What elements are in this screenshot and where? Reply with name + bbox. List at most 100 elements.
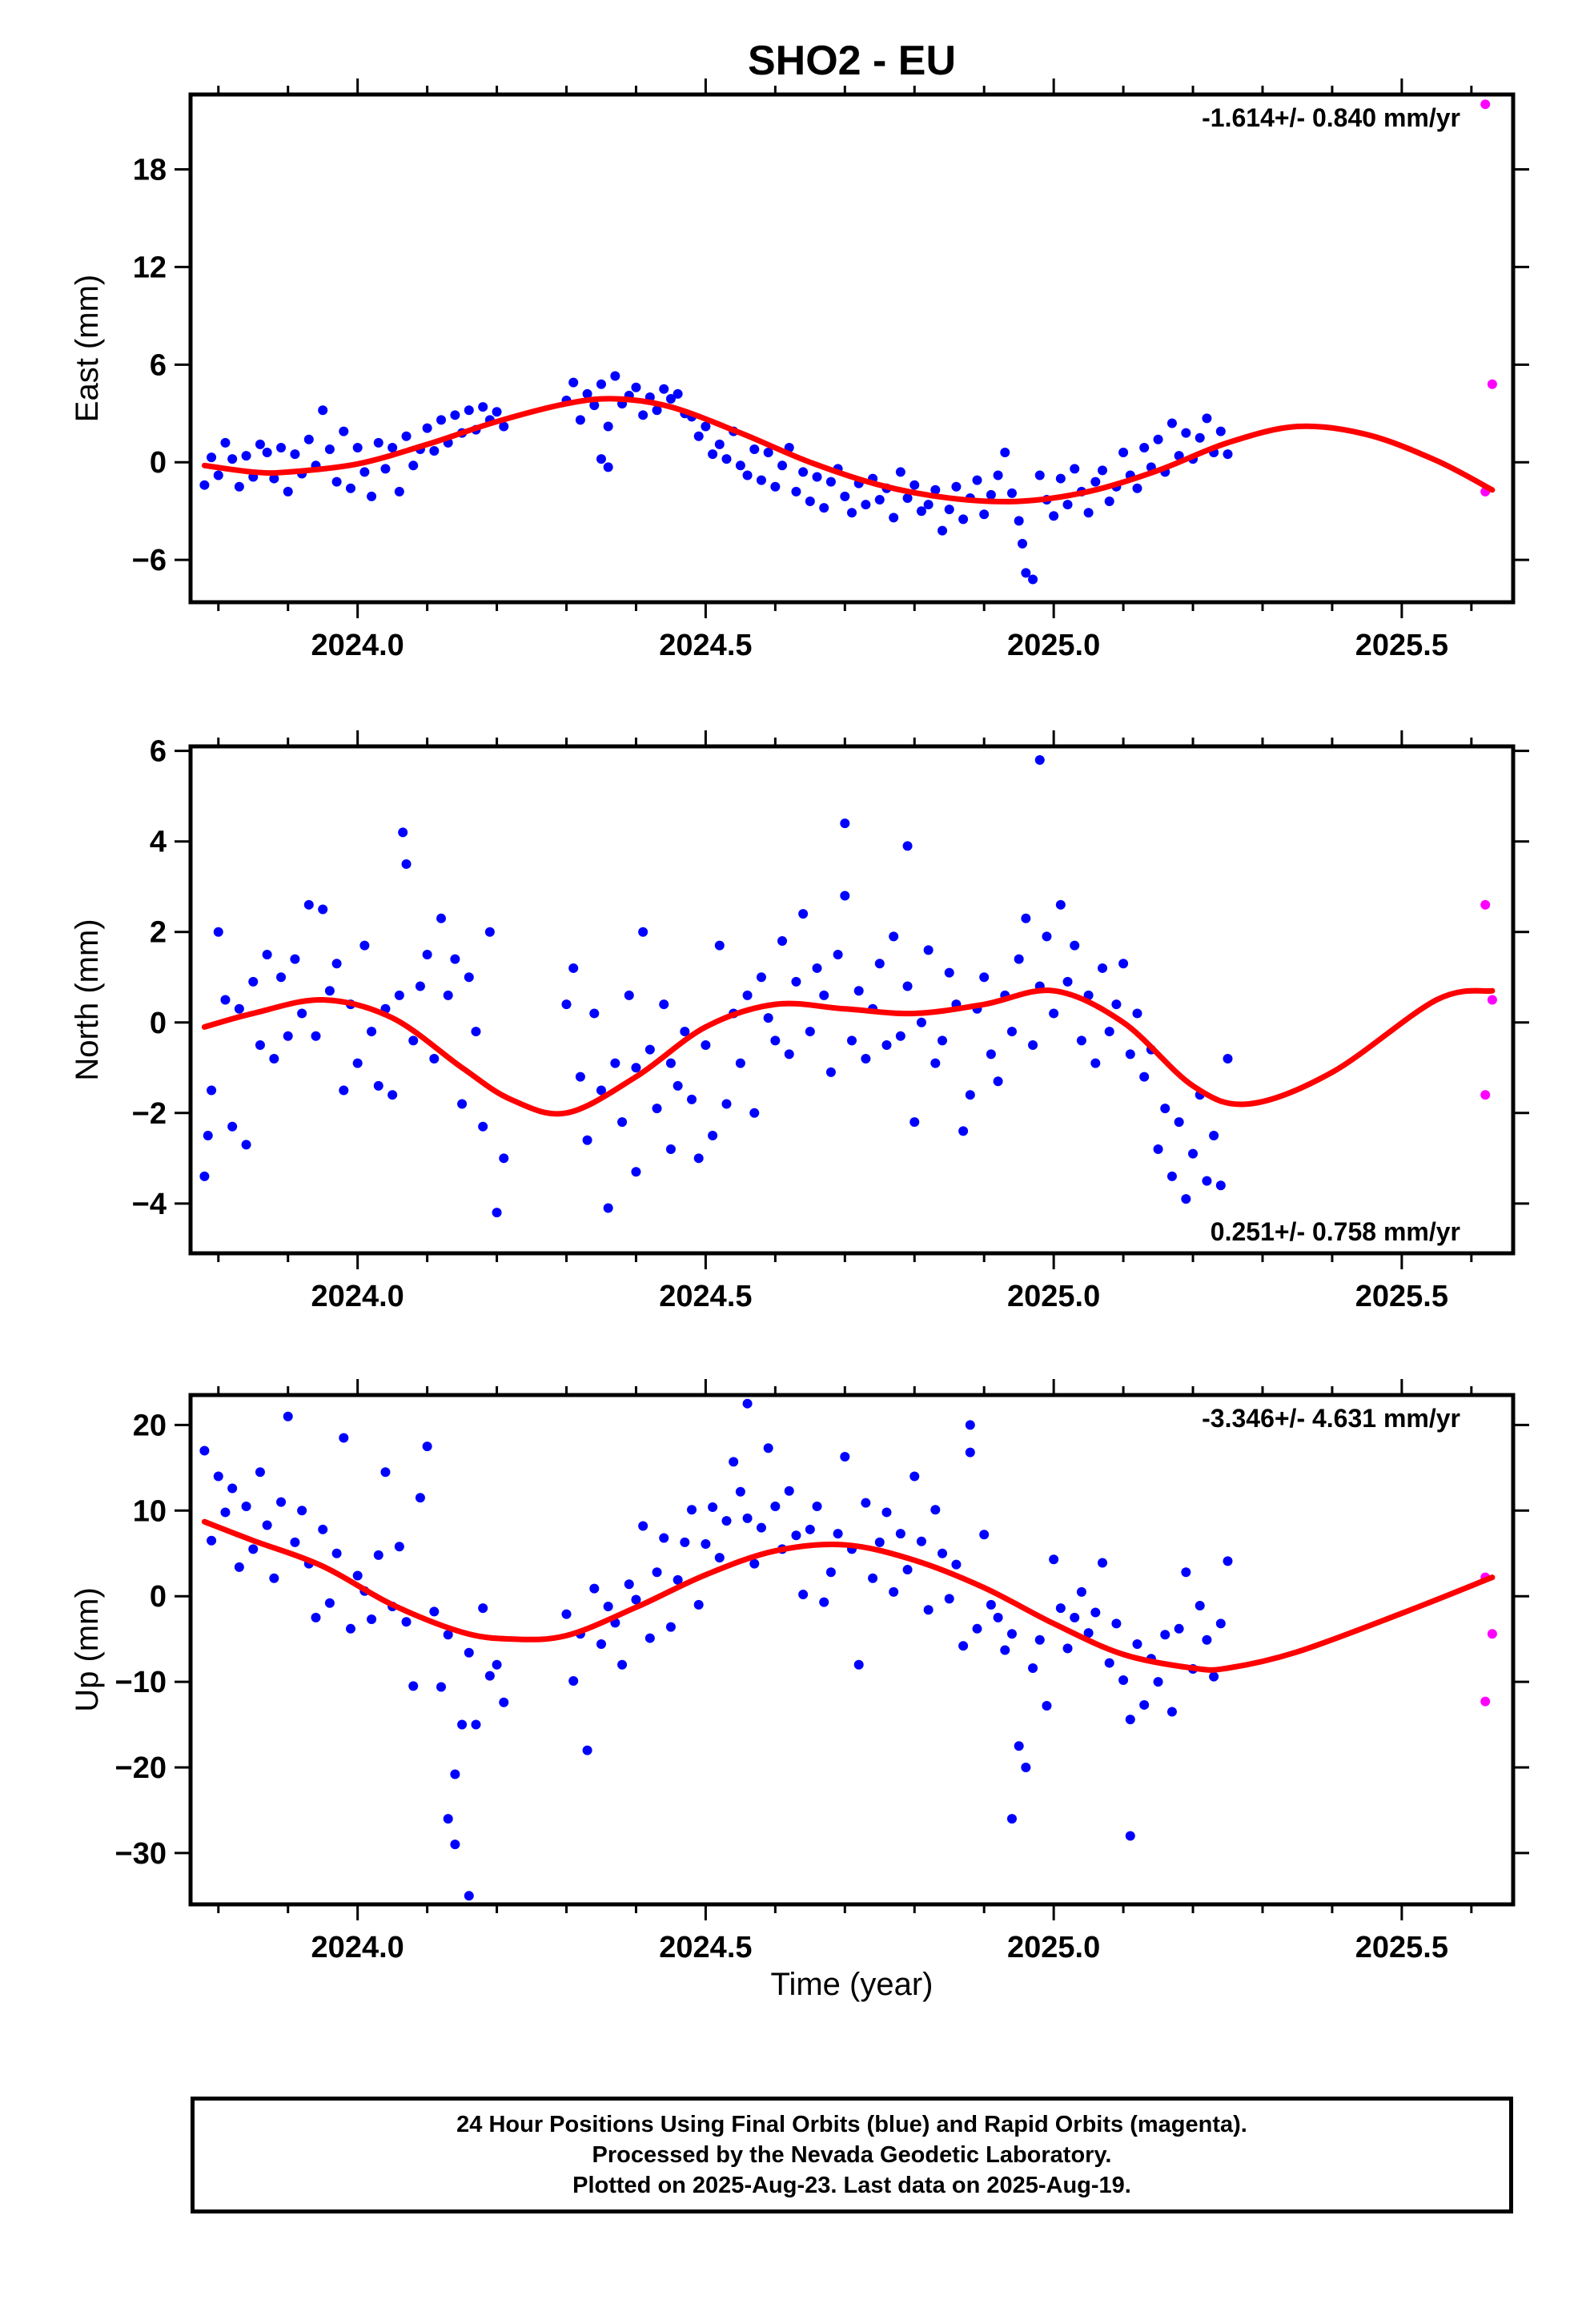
final-orbit-point bbox=[255, 1467, 265, 1478]
final-orbit-point bbox=[429, 446, 440, 456]
final-orbit-point bbox=[735, 1486, 745, 1497]
final-orbit-point bbox=[825, 1067, 836, 1077]
final-orbit-point bbox=[1006, 1629, 1017, 1639]
final-orbit-point bbox=[484, 927, 495, 937]
final-orbit-point bbox=[617, 1659, 628, 1670]
final-orbit-point bbox=[1202, 413, 1212, 424]
final-orbit-point bbox=[1090, 1607, 1101, 1618]
final-orbit-point bbox=[916, 1017, 926, 1027]
final-orbit-point bbox=[868, 1573, 878, 1583]
final-orbit-point bbox=[895, 1529, 905, 1539]
final-orbit-point bbox=[450, 1769, 460, 1779]
x-axis-label: Time (year) bbox=[771, 1967, 934, 2002]
final-orbit-point bbox=[742, 470, 753, 480]
final-orbit-point bbox=[993, 1612, 1003, 1622]
x-tick-label: 2025.0 bbox=[1007, 1931, 1100, 1964]
final-orbit-point bbox=[902, 493, 913, 503]
final-orbit-point bbox=[1076, 1586, 1086, 1597]
final-orbit-point bbox=[701, 421, 711, 432]
final-orbit-point bbox=[701, 1538, 711, 1549]
final-orbit-point bbox=[1070, 940, 1080, 951]
velocity-annotation: -3.346+/- 4.631 mm/yr bbox=[1202, 1404, 1460, 1433]
final-orbit-point bbox=[255, 439, 265, 449]
final-orbit-point bbox=[693, 431, 704, 441]
final-orbit-point bbox=[1125, 1715, 1135, 1725]
final-orbit-point bbox=[944, 1594, 954, 1604]
final-orbit-point bbox=[1223, 449, 1233, 460]
final-orbit-point bbox=[958, 1641, 969, 1651]
final-orbit-point bbox=[589, 1008, 600, 1019]
final-orbit-point bbox=[339, 1085, 349, 1096]
final-orbit-point bbox=[408, 1681, 419, 1691]
final-orbit-point bbox=[415, 981, 425, 991]
final-orbit-point bbox=[1104, 497, 1114, 507]
final-orbit-point bbox=[805, 497, 815, 507]
final-orbit-point bbox=[938, 525, 948, 536]
final-orbit-point bbox=[367, 491, 377, 501]
final-orbit-point bbox=[638, 410, 648, 420]
final-orbit-point bbox=[631, 382, 641, 392]
final-orbit-point bbox=[227, 454, 238, 464]
final-orbit-point bbox=[220, 437, 231, 448]
final-orbit-point bbox=[687, 1505, 697, 1515]
final-orbit-point bbox=[339, 426, 349, 436]
x-tick-label: 2024.0 bbox=[311, 629, 404, 662]
final-orbit-point bbox=[324, 444, 335, 454]
final-orbit-point bbox=[784, 1049, 794, 1059]
final-orbit-point bbox=[603, 421, 613, 432]
final-orbit-point bbox=[944, 505, 954, 515]
final-orbit-point bbox=[276, 972, 287, 983]
final-orbit-point bbox=[763, 1443, 773, 1454]
final-orbit-point bbox=[499, 421, 509, 432]
final-orbit-point bbox=[1223, 1053, 1233, 1063]
final-orbit-point bbox=[331, 476, 342, 487]
final-orbit-point bbox=[777, 460, 788, 471]
plot-frame bbox=[188, 92, 1516, 605]
final-orbit-point bbox=[1153, 1144, 1163, 1155]
final-orbit-point bbox=[1202, 1176, 1212, 1186]
final-orbit-point bbox=[227, 1121, 238, 1132]
final-orbit-point bbox=[443, 990, 453, 1000]
final-orbit-point bbox=[436, 913, 447, 923]
final-orbit-point bbox=[853, 1659, 864, 1670]
final-orbit-point bbox=[993, 1076, 1003, 1087]
final-orbit-point bbox=[1223, 1556, 1233, 1566]
final-orbit-point bbox=[1125, 1831, 1135, 1841]
final-orbit-point bbox=[1034, 754, 1045, 765]
rapid-orbit-point bbox=[1487, 1629, 1497, 1639]
final-orbit-point bbox=[408, 460, 419, 471]
final-orbit-point bbox=[673, 388, 683, 399]
final-orbit-point bbox=[1083, 990, 1094, 1000]
y-tick-label: 0 bbox=[150, 446, 167, 480]
final-orbit-point bbox=[1166, 418, 1177, 428]
final-orbit-point bbox=[1028, 1040, 1038, 1051]
final-orbit-point bbox=[798, 1590, 809, 1600]
final-orbit-point bbox=[714, 1553, 725, 1563]
final-orbit-point bbox=[1014, 1741, 1024, 1751]
final-orbit-point bbox=[213, 1471, 223, 1482]
final-orbit-point bbox=[1034, 1634, 1045, 1645]
final-orbit-point bbox=[861, 1053, 871, 1063]
final-orbit-point bbox=[1104, 1027, 1114, 1037]
final-orbit-point bbox=[958, 514, 969, 525]
rapid-orbit-point bbox=[1480, 899, 1491, 910]
final-orbit-point bbox=[812, 472, 822, 482]
final-orbit-point bbox=[923, 1605, 934, 1615]
final-orbit-point bbox=[791, 486, 801, 497]
final-orbit-point bbox=[979, 972, 990, 983]
final-orbit-point bbox=[840, 1451, 850, 1462]
final-orbit-point bbox=[840, 491, 850, 501]
final-orbit-point bbox=[603, 1602, 613, 1612]
final-orbit-point bbox=[624, 990, 634, 1000]
final-orbit-point bbox=[881, 1507, 892, 1518]
final-orbit-point bbox=[659, 999, 669, 1010]
final-orbit-point bbox=[255, 1040, 265, 1051]
final-orbit-point bbox=[394, 486, 404, 497]
final-orbit-point bbox=[1174, 1623, 1184, 1634]
final-orbit-point bbox=[721, 1516, 732, 1526]
final-orbit-point bbox=[930, 485, 941, 495]
final-orbit-point bbox=[763, 448, 773, 458]
final-orbit-point bbox=[825, 1567, 836, 1578]
final-orbit-point bbox=[1215, 426, 1226, 436]
x-tick-label: 2025.5 bbox=[1355, 629, 1448, 662]
